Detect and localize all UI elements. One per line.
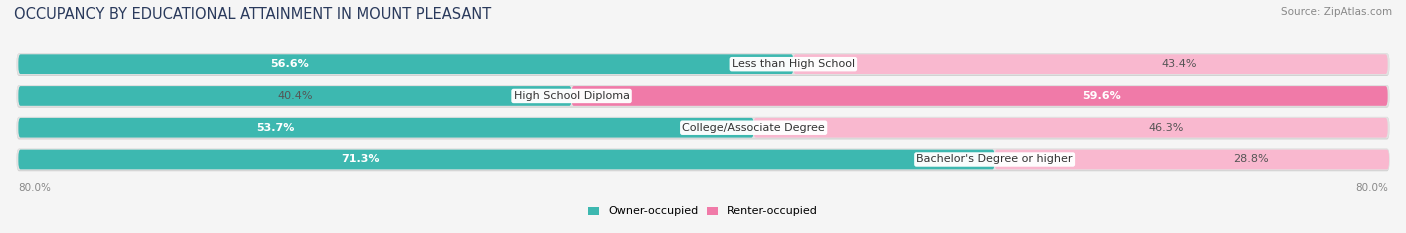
Text: 71.3%: 71.3% bbox=[340, 154, 380, 164]
Text: 40.4%: 40.4% bbox=[277, 91, 312, 101]
FancyBboxPatch shape bbox=[18, 150, 994, 169]
FancyBboxPatch shape bbox=[17, 117, 1389, 139]
Text: College/Associate Degree: College/Associate Degree bbox=[682, 123, 825, 133]
Legend: Owner-occupied, Renter-occupied: Owner-occupied, Renter-occupied bbox=[583, 202, 823, 221]
FancyBboxPatch shape bbox=[17, 117, 1389, 140]
Text: 43.4%: 43.4% bbox=[1161, 59, 1198, 69]
FancyBboxPatch shape bbox=[754, 118, 1388, 137]
FancyBboxPatch shape bbox=[17, 85, 1389, 107]
FancyBboxPatch shape bbox=[793, 54, 1388, 74]
Text: OCCUPANCY BY EDUCATIONAL ATTAINMENT IN MOUNT PLEASANT: OCCUPANCY BY EDUCATIONAL ATTAINMENT IN M… bbox=[14, 7, 491, 22]
FancyBboxPatch shape bbox=[17, 149, 1389, 170]
FancyBboxPatch shape bbox=[18, 86, 572, 106]
FancyBboxPatch shape bbox=[18, 54, 793, 74]
Text: 59.6%: 59.6% bbox=[1083, 91, 1122, 101]
Text: Less than High School: Less than High School bbox=[731, 59, 855, 69]
FancyBboxPatch shape bbox=[994, 150, 1389, 169]
FancyBboxPatch shape bbox=[17, 85, 1389, 108]
Text: 80.0%: 80.0% bbox=[18, 183, 51, 193]
FancyBboxPatch shape bbox=[17, 53, 1389, 76]
Text: Bachelor's Degree or higher: Bachelor's Degree or higher bbox=[917, 154, 1073, 164]
Text: 80.0%: 80.0% bbox=[1355, 183, 1388, 193]
Text: Source: ZipAtlas.com: Source: ZipAtlas.com bbox=[1281, 7, 1392, 17]
FancyBboxPatch shape bbox=[17, 149, 1389, 171]
Text: High School Diploma: High School Diploma bbox=[513, 91, 630, 101]
Text: 53.7%: 53.7% bbox=[256, 123, 295, 133]
FancyBboxPatch shape bbox=[18, 118, 754, 137]
Text: 46.3%: 46.3% bbox=[1149, 123, 1184, 133]
Text: 56.6%: 56.6% bbox=[270, 59, 309, 69]
FancyBboxPatch shape bbox=[17, 53, 1389, 75]
FancyBboxPatch shape bbox=[572, 86, 1388, 106]
Text: 28.8%: 28.8% bbox=[1233, 154, 1268, 164]
